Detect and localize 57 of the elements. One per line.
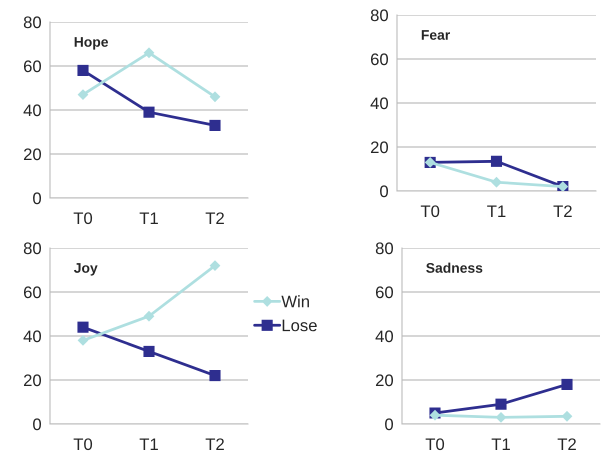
y-tick-label: 20: [24, 148, 42, 160]
x-tick-label: T2: [206, 212, 224, 224]
x-tick-label: T2: [558, 438, 576, 450]
x-tick-label: T1: [492, 438, 510, 450]
point: [78, 89, 88, 100]
x-tick-label: T2: [206, 438, 224, 450]
point: [430, 410, 440, 420]
point: [209, 120, 221, 131]
y-tick-label: 40: [370, 97, 388, 110]
point: [210, 92, 220, 102]
x-tick-label: T1: [140, 212, 158, 224]
point: [144, 48, 154, 58]
point: [496, 412, 506, 423]
point: [561, 378, 573, 390]
point: [77, 64, 89, 76]
text: Fear: [422, 30, 450, 40]
y-tick-label: 40: [376, 330, 394, 342]
point: [143, 346, 155, 357]
x-tick-label: T0: [74, 212, 92, 224]
y-tick-label: 60: [24, 286, 42, 298]
y-tick-label: 60: [370, 53, 388, 66]
y-tick-label: 80: [370, 9, 388, 22]
y-tick-label: 0: [33, 192, 42, 204]
y-tick-label: 60: [24, 60, 42, 72]
y-tick-label: 60: [376, 286, 394, 298]
y-tick-label: 80: [376, 242, 394, 254]
x-tick-label: T0: [420, 205, 440, 218]
y-tick-label: 80: [24, 242, 42, 254]
x-tick-label: T0: [74, 438, 92, 450]
legend-label: Lose: [282, 320, 317, 332]
y-tick-label: 0: [33, 418, 42, 430]
y-tick-label: 40: [24, 104, 42, 116]
point: [491, 177, 502, 188]
y-tick-label: 20: [24, 374, 42, 386]
x-tick-label: T1: [140, 438, 158, 450]
point: [78, 335, 88, 346]
point: [210, 260, 220, 271]
point: [562, 411, 572, 422]
text: Sadness: [426, 262, 482, 273]
legend-label: Win: [281, 295, 309, 308]
y-tick-label: 20: [376, 374, 394, 386]
point: [77, 322, 89, 333]
y-tick-label: 0: [380, 185, 388, 198]
point: [495, 398, 507, 410]
point: [144, 311, 154, 322]
point: [209, 370, 221, 382]
point: [490, 156, 502, 167]
y-tick-label: 80: [24, 16, 42, 28]
x-tick-label: T0: [426, 438, 444, 450]
y-tick-label: 0: [385, 418, 394, 430]
text: Hope: [74, 37, 108, 50]
x-tick-label: T2: [553, 205, 572, 217]
x-tick-label: T1: [487, 206, 506, 217]
point: [143, 106, 155, 118]
y-tick-label: 40: [24, 330, 42, 342]
text: Joy: [74, 263, 98, 276]
y-tick-label: 20: [370, 141, 388, 154]
